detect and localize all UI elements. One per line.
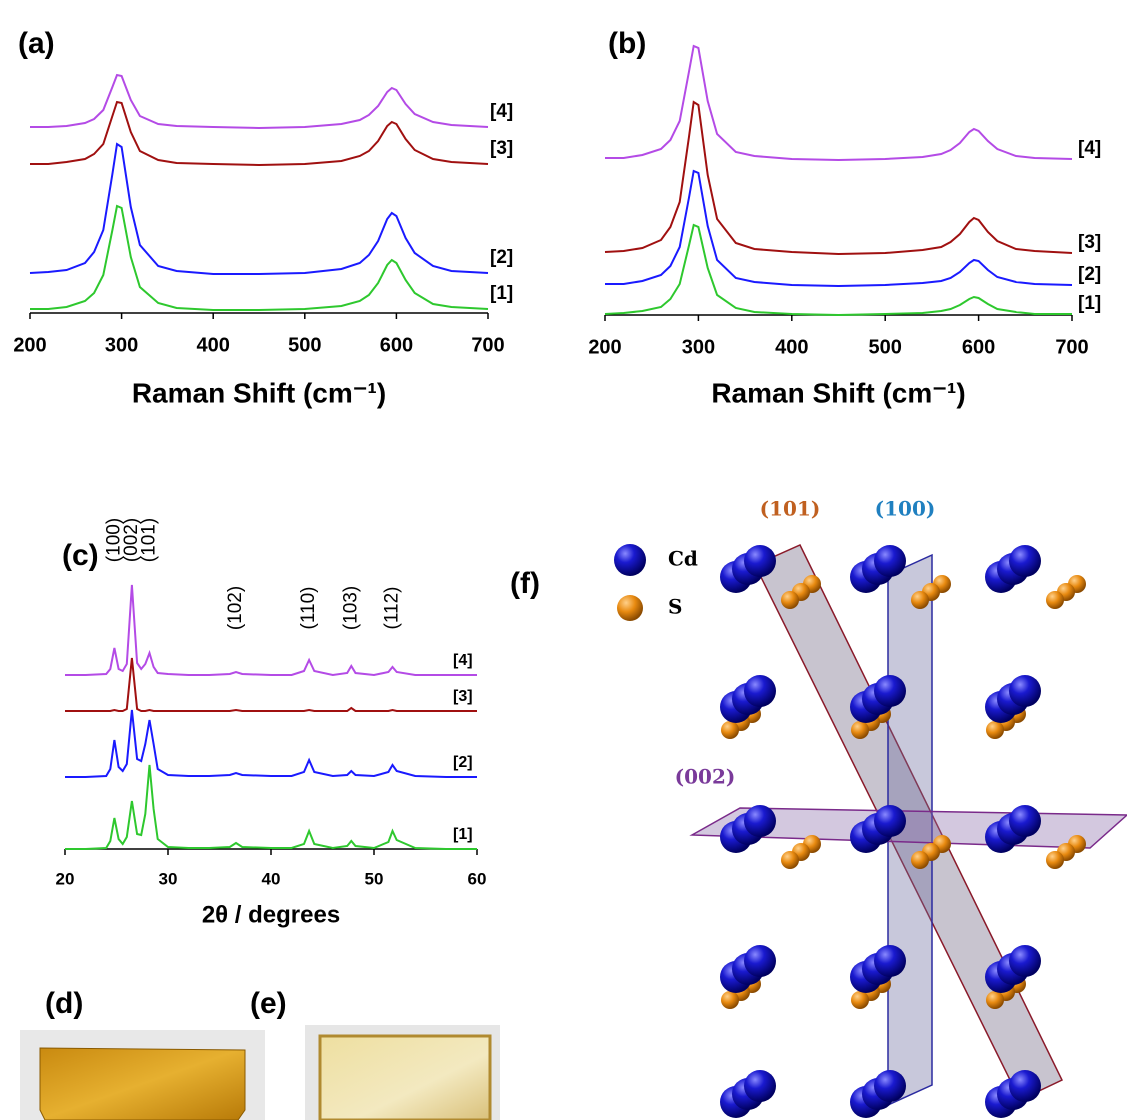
series-label: [4] <box>453 652 473 669</box>
peak-annotation: (110) <box>298 587 319 630</box>
cadmium-atom <box>1009 1070 1041 1102</box>
spectrum-line <box>65 585 477 675</box>
x-tick-label: 200 <box>13 334 46 356</box>
cadmium-atom <box>874 545 906 577</box>
panel-label: (f) <box>510 567 540 600</box>
series-label: [2] <box>453 754 473 771</box>
panel-title: (b) <box>608 27 646 60</box>
legend-sphere-cd <box>614 544 646 576</box>
x-tick-label: 40 <box>262 869 281 888</box>
figure: (a) 200 300 400 500 600 700 Raman Shift (cm⁻¹) [… <box>0 0 1127 1120</box>
legend-label: S <box>668 595 682 619</box>
series-label: [4] <box>490 101 513 122</box>
x-axis-label: Raman Shift (cm⁻¹) <box>132 377 386 408</box>
spectrum-line <box>65 765 477 849</box>
series-label: [1] <box>1078 293 1101 314</box>
sulfur-atom <box>721 991 739 1009</box>
spectrum-line <box>30 102 488 165</box>
cadmium-atom <box>744 675 776 707</box>
series-label: [3] <box>1078 232 1101 253</box>
spectrum-line <box>605 225 1072 315</box>
spectrum-line <box>605 102 1072 254</box>
sulfur-atom <box>986 721 1004 739</box>
sulfur-atom <box>781 591 799 609</box>
spectrum-line <box>605 46 1072 160</box>
sulfur-atom <box>1046 851 1064 869</box>
plane-label: (101) <box>760 497 821 521</box>
peak-annotation: (101) <box>138 518 159 562</box>
series-label: [2] <box>1078 264 1101 285</box>
x-tick-label: 500 <box>869 336 902 358</box>
cadmium-atom <box>874 945 906 977</box>
x-tick-label: 600 <box>380 334 413 356</box>
cadmium-atom <box>744 1070 776 1102</box>
panel-title: (a) <box>18 27 55 60</box>
series-label: [1] <box>490 283 513 304</box>
peak-annotation: (102) <box>225 586 246 630</box>
series-label: [4] <box>1078 138 1101 159</box>
crystal-structure <box>692 545 1127 1118</box>
x-tick-label: 30 <box>159 869 178 888</box>
panel-label: (d) <box>45 987 83 1020</box>
chart-panel: (b) 200 300 400 500 600 700 Raman Shift (cm⁻¹) [… <box>588 27 1101 408</box>
spectrum-line <box>65 710 477 777</box>
sulfur-atom <box>781 851 799 869</box>
peak-annotation: (112) <box>382 587 403 630</box>
x-tick-label: 700 <box>1055 336 1088 358</box>
x-tick-label: 300 <box>682 336 715 358</box>
legend-label: Cd <box>668 547 698 571</box>
series-label: [3] <box>453 688 473 705</box>
cadmium-atom <box>744 545 776 577</box>
series-label: [1] <box>453 826 473 843</box>
cadmium-atom <box>744 945 776 977</box>
panel-title: (c) <box>62 539 99 572</box>
x-tick-label: 200 <box>588 336 621 358</box>
x-tick-label: 700 <box>471 334 504 356</box>
series-label: [3] <box>490 138 513 159</box>
sulfur-atom <box>911 851 929 869</box>
spectrum-line <box>30 75 488 128</box>
sulfur-atom <box>851 991 869 1009</box>
cadmium-atom <box>1009 675 1041 707</box>
photo-film <box>320 1036 490 1120</box>
plane-label: (002) <box>675 765 736 789</box>
x-tick-label: 300 <box>105 334 138 356</box>
sulfur-atom <box>1046 591 1064 609</box>
cadmium-atom <box>1009 545 1041 577</box>
cadmium-atom <box>1009 805 1041 837</box>
chart-panel: (a) 200 300 400 500 600 700 Raman Shift (cm⁻¹) [… <box>13 27 513 408</box>
cadmium-atom <box>874 805 906 837</box>
series-label: [2] <box>490 247 513 268</box>
spectrum-line <box>30 144 488 274</box>
cadmium-atom <box>874 1070 906 1102</box>
plane-label: (100) <box>875 497 936 521</box>
x-axis-label: 2θ / degrees <box>202 901 340 928</box>
sulfur-atom <box>851 721 869 739</box>
peak-annotation: (103) <box>340 586 361 630</box>
legend-sphere-s <box>617 595 643 621</box>
cadmium-atom <box>1009 945 1041 977</box>
x-tick-label: 600 <box>962 336 995 358</box>
panel-label: (e) <box>250 987 287 1020</box>
sulfur-atom <box>911 591 929 609</box>
x-tick-label: 50 <box>365 869 384 888</box>
spectrum-line <box>30 206 488 310</box>
sulfur-atom <box>986 991 1004 1009</box>
chart-panel: (c) 20 30 40 50 60 2θ / degrees [1] [2] [3] [4] (10… <box>56 518 487 929</box>
x-axis-label: Raman Shift (cm⁻¹) <box>711 377 965 408</box>
spectrum-line <box>605 171 1072 286</box>
cadmium-atom <box>874 675 906 707</box>
charts: (a) 200 300 400 500 600 700 Raman Shift (cm⁻¹) [… <box>13 27 1101 928</box>
x-tick-label: 20 <box>56 869 75 888</box>
photo-film <box>40 1048 245 1120</box>
x-tick-label: 400 <box>775 336 808 358</box>
x-tick-label: 60 <box>468 869 487 888</box>
cadmium-atom <box>744 805 776 837</box>
x-tick-label: 500 <box>288 334 321 356</box>
sulfur-atom <box>721 721 739 739</box>
x-tick-label: 400 <box>197 334 230 356</box>
